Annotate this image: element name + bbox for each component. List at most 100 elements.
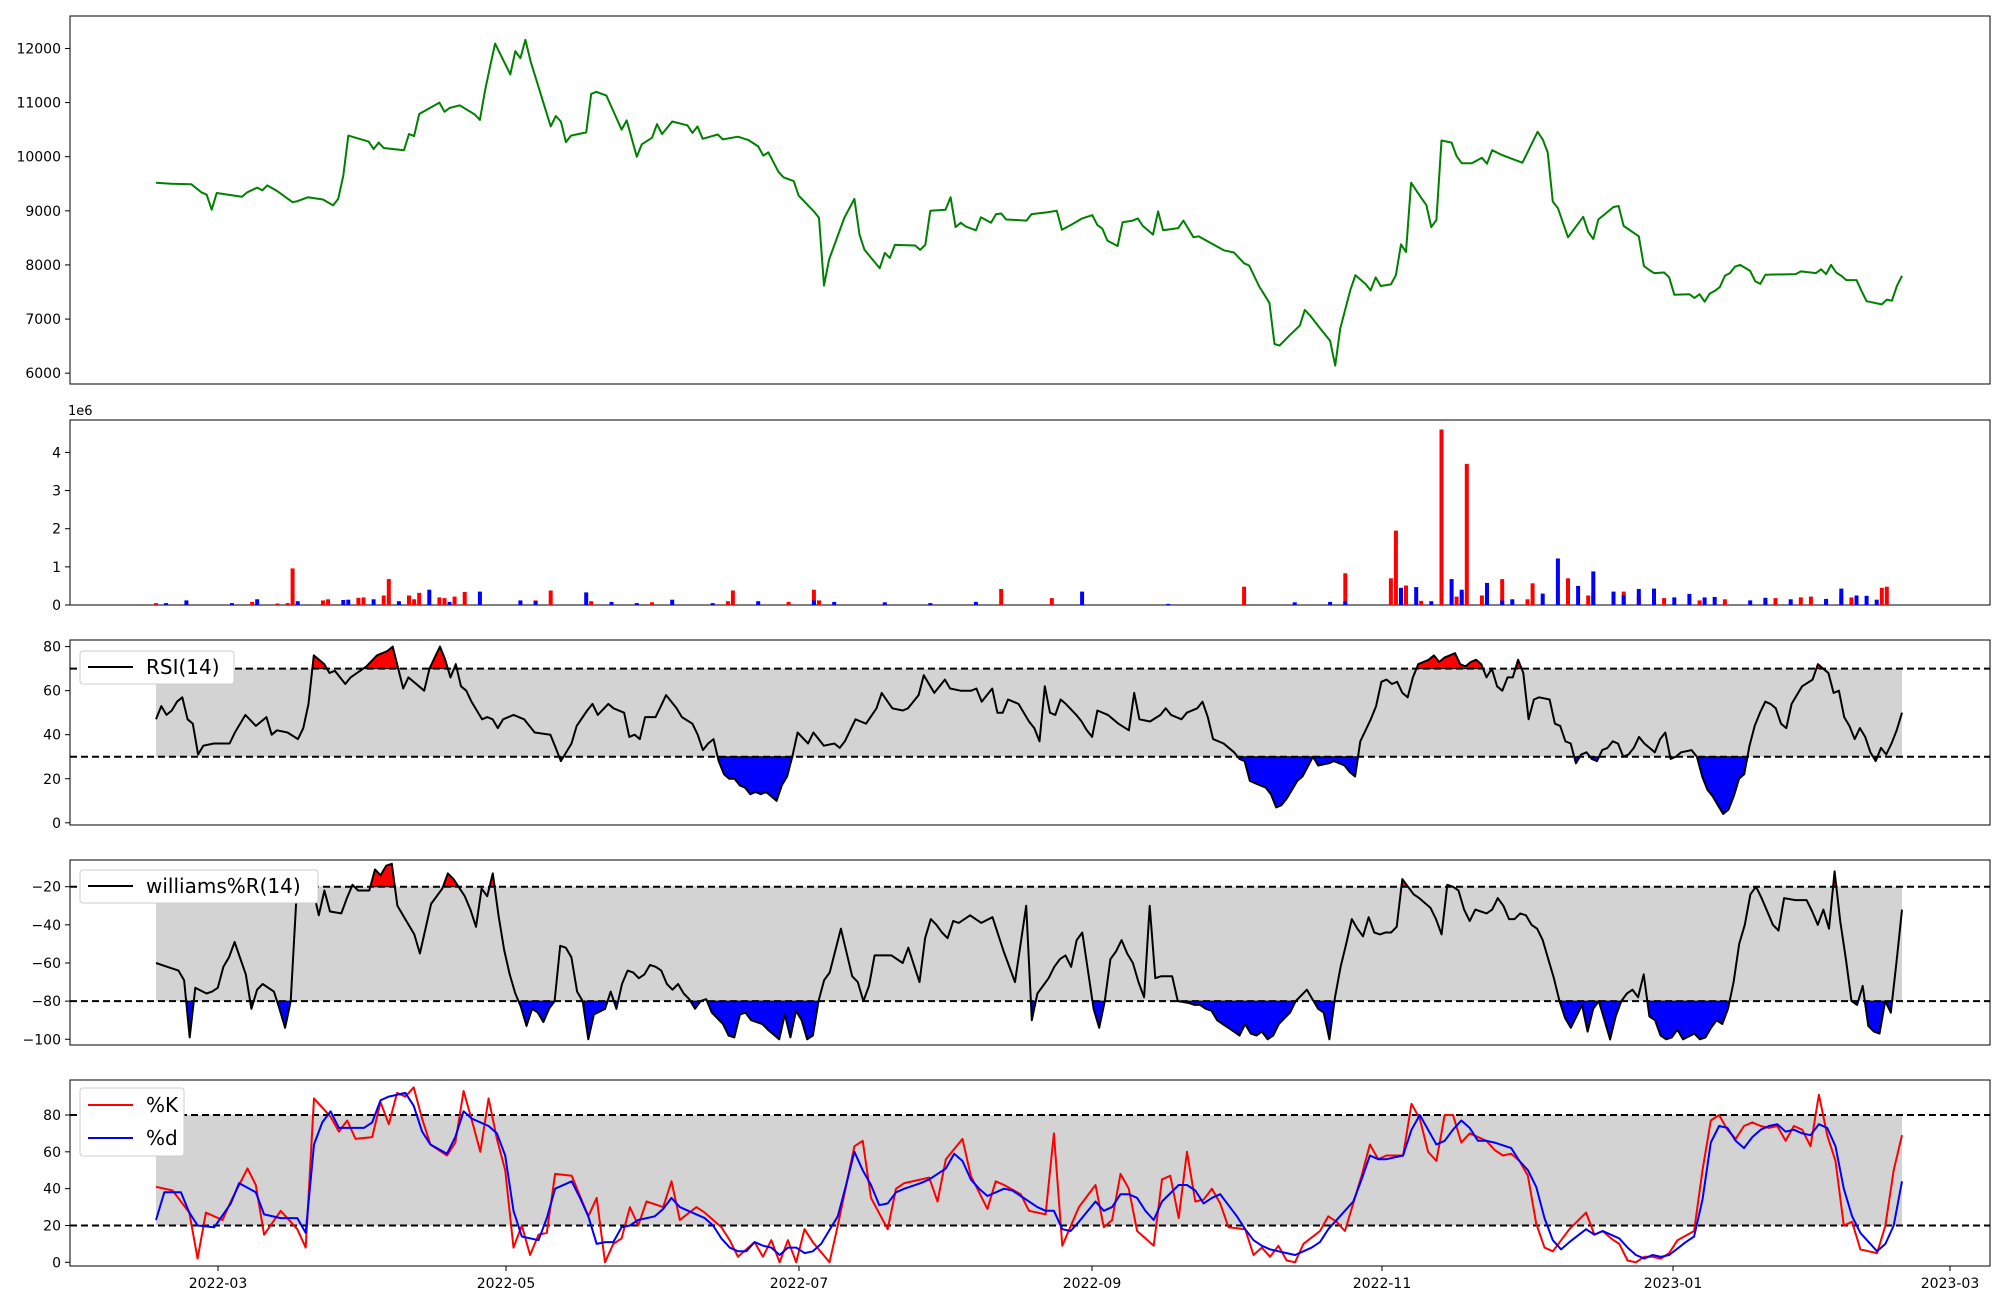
volume-bar-up [1849, 597, 1854, 605]
volume-bar-down [1839, 588, 1844, 605]
stochastic-legend-k: %K [146, 1093, 179, 1117]
volume-bar-down [371, 599, 376, 605]
volume-bar-down [341, 600, 346, 605]
price-ytick-label: 10000 [16, 150, 61, 166]
volume-bar-down [882, 602, 887, 605]
volume-bar-up [1879, 587, 1884, 605]
volume-bar-up [326, 599, 331, 605]
volume-bar-down [1540, 593, 1545, 605]
rsi-oversold-fill-2 [1237, 755, 1314, 809]
volume-bar-down [1166, 603, 1171, 605]
stochastic-legend: %K %d [79, 1087, 185, 1157]
stochastic-ytick-label: 0 [52, 1255, 61, 1271]
volume-bar-up [1697, 600, 1702, 605]
volume-bar-down [1621, 595, 1626, 605]
rsi-ytick-label: 0 [52, 816, 61, 832]
volume-ytick-label: 2 [52, 522, 61, 538]
volume-bar-up [407, 595, 411, 605]
x-tick-label: 2022-11 [1353, 1276, 1412, 1292]
volume-bar-up [462, 592, 467, 605]
rsi-ytick-label: 60 [43, 684, 61, 700]
volume-bar-up [452, 596, 457, 605]
x-tick-label: 2022-03 [189, 1276, 248, 1292]
price-ytick-label: 7000 [25, 312, 61, 328]
volume-bar-up [786, 601, 791, 605]
volume-bar-down [634, 603, 639, 605]
volume-bar-down [1576, 585, 1581, 605]
volume-bar-down [1555, 558, 1560, 605]
rsi-legend: RSI(14) [79, 650, 235, 685]
volume-bar-down [1449, 579, 1454, 605]
volume-bar-up [999, 589, 1004, 605]
volume-bar-up [285, 603, 290, 605]
volume-bar-down [670, 599, 675, 605]
williams-frame [69, 859, 1991, 1046]
volume-bar-up [321, 600, 325, 605]
volume-bar-down [609, 601, 614, 605]
volume-bar-down [1343, 601, 1348, 605]
volume-bar-down [427, 589, 432, 605]
stochastic-ytick-label: 40 [43, 1182, 61, 1198]
williams-legend: williams%R(14) [79, 869, 319, 904]
volume-bar-up [1393, 530, 1398, 605]
price-ytick-label: 6000 [25, 366, 61, 382]
williams-legend-label: williams%R(14) [146, 874, 301, 898]
volume-bar-down [1702, 597, 1707, 605]
volume-bar-up [1722, 599, 1727, 605]
volume-bar-down [1687, 593, 1692, 605]
volume-bar-up [1798, 597, 1803, 605]
volume-bar-down [928, 603, 933, 605]
volume-bar-up [1464, 463, 1469, 605]
volume-bar-up [356, 597, 361, 605]
volume-bar-up [1404, 585, 1408, 605]
rsi-line [155, 645, 1903, 815]
price-frame [69, 15, 1991, 385]
williams-line [155, 862, 1903, 1041]
volume-bar-down [1591, 571, 1596, 605]
volume-bar-down [1500, 600, 1505, 605]
volume-bar-up [1662, 598, 1667, 605]
volume-bar-up [1808, 596, 1813, 605]
williams-oversold-fill-12 [1560, 1000, 1601, 1032]
volume-bar-up [361, 597, 366, 605]
volume-bar-up [1525, 599, 1530, 605]
williams-ytick-label: −20 [31, 880, 61, 896]
volume-ytick-label: 3 [52, 484, 61, 500]
volume-bar-up [1439, 429, 1444, 605]
volume-bar-up [1479, 595, 1484, 605]
volume-bar-down [1672, 597, 1677, 605]
volume-bar-up [589, 601, 594, 605]
x-axis: 2022-03 2022-05 2022-07 2022-09 2022-11 2023-… [189, 1266, 1980, 1292]
volume-bar-down [1864, 595, 1869, 605]
volume-bar-up [1566, 578, 1570, 605]
volume-bar-up [725, 601, 730, 605]
volume-bar-down [533, 601, 538, 605]
volume-bar-up [817, 600, 821, 605]
volume-ytick-label: 4 [52, 445, 61, 461]
volume-bar-down [184, 600, 189, 605]
price-ytick-label: 11000 [16, 96, 61, 112]
x-tick-label: 2022-05 [477, 1276, 536, 1292]
volume-panel: 1e6 0 1 2 3 4 [52, 404, 1991, 614]
volume-bar-up [1530, 583, 1535, 605]
volume-ytick-label: 0 [52, 598, 61, 614]
volume-bar-up [442, 598, 447, 605]
rsi-ytick-label: 40 [43, 728, 61, 744]
volume-bar-down [1292, 602, 1297, 605]
x-tick-label: 2023-03 [1921, 1276, 1980, 1292]
x-tick-label: 2023-01 [1644, 1276, 1703, 1292]
volume-bar-down [1824, 598, 1829, 605]
volume-bar-down [832, 601, 837, 605]
volume-bar-down [1459, 589, 1464, 605]
stochastic-panel: 0 20 40 60 80 [43, 1079, 1991, 1271]
volume-bar-up [811, 589, 816, 605]
williams-ytick-label: −80 [31, 994, 61, 1010]
rsi-band-fill [156, 668, 1902, 757]
volume-bar-down [229, 603, 234, 605]
volume-bar-up [154, 603, 158, 605]
rsi-legend-label: RSI(14) [146, 655, 220, 679]
volume-bar-up [1049, 598, 1054, 605]
volume-bar-down [1748, 600, 1753, 605]
volume-bar-up [290, 568, 295, 605]
